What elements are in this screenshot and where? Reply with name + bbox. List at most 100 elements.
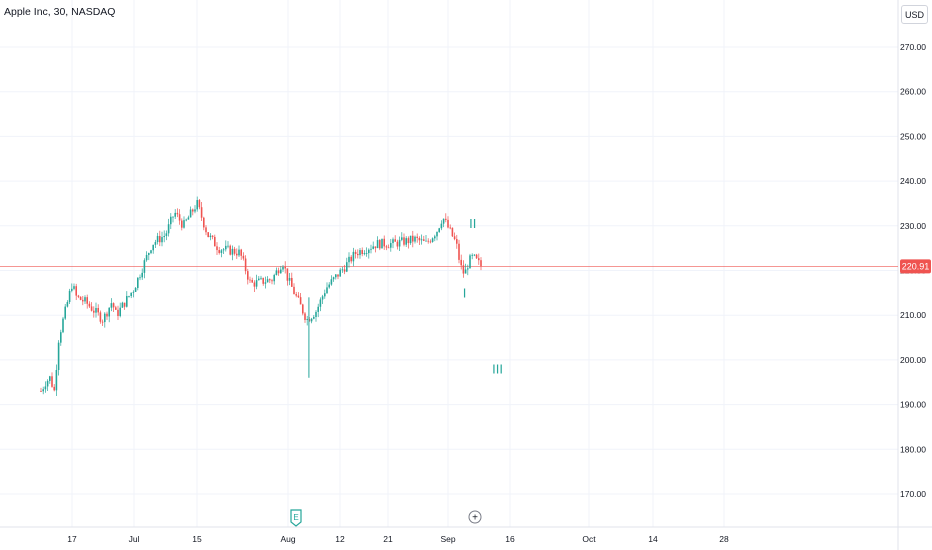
candle-body [117,309,119,317]
candle-body [284,266,286,269]
candle-body [260,277,262,279]
time-tick-label: Jul [129,534,140,544]
candle-body [220,250,223,253]
candle-body [299,297,302,305]
candle-body [396,241,399,247]
candle-body [42,389,44,392]
candle-body [88,303,91,307]
candle-body [392,239,394,244]
candle-body [462,265,465,274]
candle-body [139,277,141,279]
candle-body [387,247,390,249]
candle-body [108,307,110,317]
candle-body [438,228,440,232]
candle-body [258,278,260,281]
candle-body [55,370,58,391]
candle-body [475,254,478,259]
candle-body [280,269,282,274]
candle-body [341,269,344,271]
candle-body [442,218,445,224]
candle-body [456,239,458,244]
candle-body [385,246,388,248]
currency-button[interactable]: USD [901,5,928,24]
candle-body [379,240,381,249]
candle-body [425,240,427,242]
price-tick-label: 250.00 [900,131,926,141]
candle-body [339,269,341,277]
candle-body [352,251,355,262]
candle-body [469,255,471,269]
candle-body [394,239,396,242]
candle-body [451,227,454,237]
candle-body [253,282,256,287]
candle-body [216,246,218,251]
candle-body [46,380,49,387]
candle-body [209,235,212,238]
price-tick-label: 170.00 [900,489,926,499]
wave-label[interactable]: II [469,216,476,231]
candle-body [262,277,264,284]
time-axis[interactable]: 17 Jul 15 Aug 12 21 Sep 16 Oct 14 28 [67,534,729,544]
candle-body [471,254,473,256]
price-tick-label: 210.00 [900,310,926,320]
candle-body [297,295,300,298]
candle-body [403,237,405,245]
candle-body [460,259,462,266]
candle-body [123,302,126,307]
candle-body [315,311,317,317]
candle-body [374,246,377,249]
candle-body [282,266,284,270]
candle-body [238,249,240,256]
candle-body [423,239,425,241]
candle-body [321,296,324,300]
candle-body [187,217,190,220]
candle-body [420,239,423,241]
candle-body [242,255,245,259]
last-price-badge: 220.91 [900,259,931,274]
candle-body [414,236,416,242]
candle-body [383,238,385,247]
candle-body [174,212,176,217]
candle-body [198,200,201,208]
candle-body [247,271,249,280]
candle-body [207,232,209,238]
candle-body [196,200,198,210]
candle-body [343,269,346,272]
candle-body [165,233,168,237]
candle-body [126,296,128,307]
candle-body [407,238,410,244]
wave-label[interactable]: I [463,285,467,300]
candle-body [68,290,71,303]
candle-body [319,299,322,307]
candle-body [75,286,77,296]
candle-body [200,207,203,218]
candle-body [361,250,363,255]
price-axis[interactable]: 270.00260.00250.00240.00230.00220.00210.… [900,42,926,499]
candle-body [163,236,165,238]
candle-body [427,240,429,242]
candle-body [363,253,366,255]
add-event-marker[interactable]: + [468,510,482,524]
candle-body [372,246,374,249]
candle-body [73,286,75,289]
candle-body [412,235,414,242]
candle-body [51,376,53,387]
candle-body [161,237,163,243]
candle-body [354,251,357,254]
candle-body [337,274,339,277]
candle-body [390,243,392,248]
candle-body [211,235,214,237]
candle-body [449,227,451,229]
candle-body [326,287,328,294]
candle-body [467,268,469,270]
candle-body [288,277,291,281]
time-tick-label: 28 [719,534,729,544]
symbol-title[interactable]: Apple Inc, 30, NASDAQ [4,6,116,18]
earnings-marker[interactable]: E [290,509,302,527]
wave-label[interactable]: III [492,361,503,376]
candle-body [203,217,205,228]
candle-body [348,256,350,263]
grid-lines [0,0,898,527]
